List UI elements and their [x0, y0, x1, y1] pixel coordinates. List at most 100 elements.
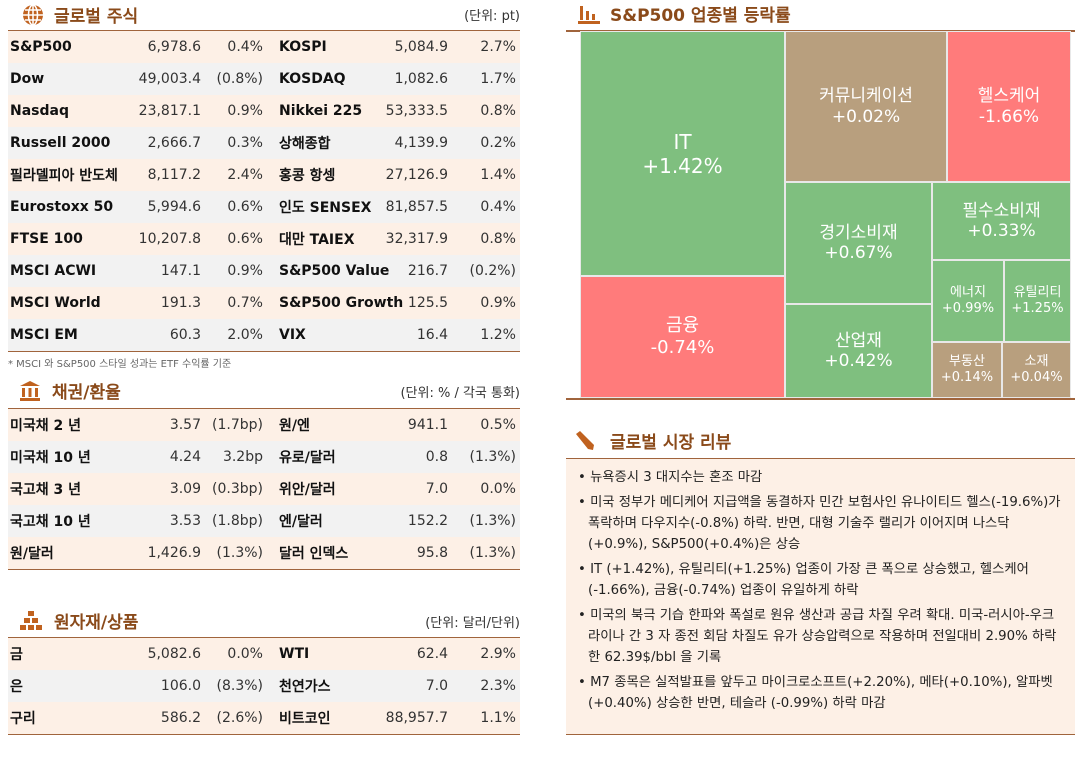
cell-change: 1.2%: [480, 327, 516, 343]
cell-value: 27,126.9: [385, 167, 448, 183]
cell-value: 191.3: [160, 295, 201, 311]
cell-value: 3.57: [169, 417, 201, 433]
cell-value: 4,139.9: [394, 135, 448, 151]
review-item: 뉴욕증시 3 대지수는 혼조 마감: [576, 467, 1065, 488]
cell-name: 원/달러: [10, 546, 54, 562]
table-row: MSCI EM 60.3 2.0% VIX 16.4 1.2%: [8, 319, 520, 351]
cell-value: 586.2: [160, 710, 201, 726]
cell-value: 941.1: [407, 417, 448, 433]
cell-value: 53,333.5: [385, 103, 448, 119]
cell-value: 152.2: [407, 513, 448, 529]
cell-name: 필라델피아 반도체: [10, 168, 118, 184]
table-row: 미국채 10 년 4.24 3.2bp 유로/달러 0.8 (1.3%): [8, 441, 520, 473]
sector-name: 금융: [665, 315, 700, 337]
cell-change: 3.2bp: [222, 449, 263, 465]
cell-name: Nikkei 225: [279, 103, 363, 119]
sector-name: IT: [673, 129, 692, 154]
cell-value: 216.7: [407, 263, 448, 279]
cell-change: 0.8%: [480, 231, 516, 247]
bar-chart-icon: [578, 5, 600, 24]
sector-name: 필수소비재: [962, 200, 1041, 221]
sector-name: 커뮤니케이션: [819, 86, 913, 107]
sector-change: +0.33%: [967, 221, 1036, 241]
cell-name: WTI: [279, 646, 310, 662]
cell-value: 60.3: [169, 327, 201, 343]
review-item: 미국의 북극 기습 한파와 폭설로 원유 생산과 공급 차질 우려 확대. 미국…: [576, 605, 1065, 668]
cell-name: 원/엔: [279, 418, 310, 434]
sector-name: 소재: [1024, 354, 1049, 370]
cell-value: 23,817.1: [138, 103, 201, 119]
cell-value: 0.8: [425, 449, 448, 465]
cell-change: 2.7%: [480, 39, 516, 55]
sector-change: +0.67%: [824, 243, 893, 263]
treemap-cell: 헬스케어 -1.66%: [947, 31, 1071, 182]
cell-change: 0.0%: [480, 481, 516, 497]
cell-change: (1.3%): [216, 545, 264, 561]
sector-change: -1.66%: [978, 106, 1040, 127]
sector-name: 유틸리티: [1013, 285, 1062, 301]
table-row: 금 5,082.6 0.0% WTI 62.4 2.9%: [8, 638, 520, 670]
review-item: 미국 정부가 메디케어 지급액을 동결하자 민간 보험사인 유나이티드 헬스(-…: [576, 492, 1065, 555]
cell-change: 0.9%: [227, 103, 263, 119]
cell-change: 2.0%: [227, 327, 263, 343]
sector-change: +0.14%: [940, 370, 994, 385]
cell-change: 1.7%: [480, 71, 516, 87]
sector-name: 경기소비재: [819, 222, 898, 243]
cell-change: 0.6%: [227, 231, 263, 247]
cell-value: 7.0: [425, 678, 448, 694]
cell-name: 대만 TAIEX: [279, 232, 355, 248]
cell-change: 0.9%: [480, 295, 516, 311]
cell-value: 5,084.9: [394, 39, 448, 55]
sector-name: 헬스케어: [977, 86, 1041, 107]
table-row: 미국채 2 년 3.57 (1.7bp) 원/엔 941.1 0.5%: [8, 409, 520, 441]
cell-name: Nasdaq: [10, 103, 69, 119]
cell-name: 국고채 3 년: [10, 482, 82, 498]
treemap-cell: 소재 +0.04%: [1002, 342, 1071, 398]
cell-name: 엔/달러: [279, 514, 323, 530]
cell-value: 16.4: [416, 327, 448, 343]
sector-name: 산업재: [835, 330, 882, 351]
cell-value: 6,978.6: [147, 39, 201, 55]
cell-change: 0.6%: [227, 199, 263, 215]
sector-name: 부동산: [949, 354, 985, 370]
cell-value: 147.1: [160, 263, 201, 279]
cell-name: 유로/달러: [279, 450, 336, 466]
table-row: Nasdaq 23,817.1 0.9% Nikkei 225 53,333.5 0.8%: [8, 95, 520, 127]
treemap-title: S&P500 업종별 등락률: [578, 1, 791, 26]
sector-change: +0.42%: [824, 351, 893, 371]
cell-value: 88,957.7: [385, 710, 448, 726]
commodities-unit: (단위: 달러/단위): [425, 616, 520, 631]
cell-change: 1.1%: [480, 710, 516, 726]
cell-change: (0.3bp): [212, 481, 263, 497]
cell-change: 0.7%: [227, 295, 263, 311]
cell-name: 상해종합: [279, 136, 331, 152]
treemap-top-divider: [566, 30, 1075, 32]
cell-change: 2.4%: [227, 167, 263, 183]
sector-name: 에너지: [950, 285, 986, 301]
cell-value: 81,857.5: [385, 199, 448, 215]
cell-change: (0.8%): [216, 71, 264, 87]
cell-change: (1.7bp): [212, 417, 263, 433]
cell-change: (8.3%): [216, 678, 264, 694]
table-row: MSCI World 191.3 0.7% S&P500 Growth 125.5 0.9…: [8, 287, 520, 319]
globe-icon: [23, 3, 43, 26]
cell-name: MSCI World: [10, 295, 101, 311]
bonds-fx-table: 미국채 2 년 3.57 (1.7bp) 원/엔 941.1 0.5% 미국채 10 년 4.…: [8, 408, 520, 570]
cell-value: 3.53: [169, 513, 201, 529]
cell-name: Dow: [10, 71, 45, 87]
cell-value: 32,317.9: [385, 231, 448, 247]
cell-name: 위안/달러: [279, 482, 336, 498]
treemap-cell: 산업재 +0.42%: [785, 304, 932, 398]
cell-name: Russell 2000: [10, 135, 111, 151]
cell-change: 2.3%: [480, 678, 516, 694]
cell-value: 1,426.9: [147, 545, 201, 561]
cell-name: Eurostoxx 50: [10, 199, 114, 215]
cell-change: 0.9%: [227, 263, 263, 279]
cell-change: 2.9%: [480, 646, 516, 662]
cell-name: 홍콩 항셍: [279, 168, 336, 184]
treemap-cell: 금융 -0.74%: [580, 276, 785, 398]
cell-change: (1.8bp): [212, 513, 263, 529]
gold-bars-icon: [20, 610, 42, 630]
cell-change: (2.6%): [216, 710, 264, 726]
review-item: IT (+1.42%), 유틸리티(+1.25%) 업종이 가장 큰 폭으로 상…: [576, 559, 1065, 601]
